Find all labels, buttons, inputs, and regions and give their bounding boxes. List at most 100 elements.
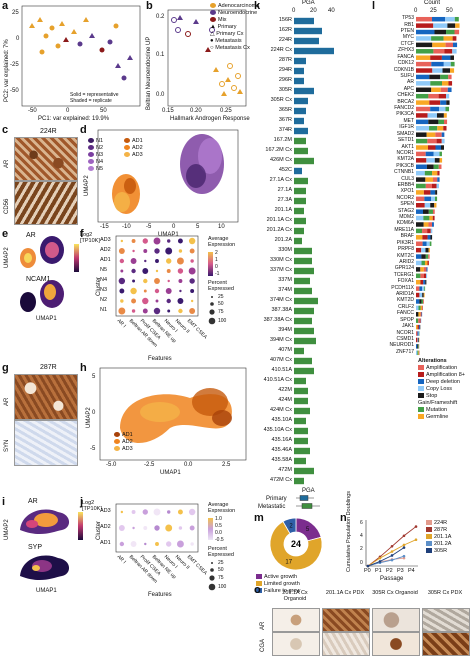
- cluster-label: N3: [100, 287, 108, 293]
- alteration-bar: [416, 74, 430, 80]
- legend-item: Copy Loss: [418, 386, 474, 393]
- alteration-bar: [445, 106, 450, 112]
- cluster-label: N5: [100, 267, 108, 273]
- gene-label: ARID1A: [395, 291, 414, 298]
- alteration-bar: [420, 279, 424, 285]
- alteration-bar: [416, 267, 421, 272]
- gene-label: PIK3CA: [396, 111, 414, 118]
- sample-label: 162R: [278, 27, 292, 33]
- panel-l-tick: 0: [414, 8, 418, 14]
- legend-item: 287R: [426, 527, 451, 534]
- dot: [144, 542, 147, 546]
- sample-label: 167.2M: [273, 137, 292, 143]
- panel-b-ylabel: Beltran Neuroendocrine UP: [146, 36, 152, 110]
- feature-label: AR I: [115, 554, 127, 566]
- alteration-bar: [421, 312, 423, 317]
- series-point: [390, 554, 394, 557]
- legend-item: AD1: [124, 138, 143, 145]
- panel-k-bottom-title: PGA: [302, 488, 315, 494]
- dot: [118, 307, 126, 315]
- sample-point: [121, 75, 127, 81]
- alteration-bar: [417, 337, 419, 343]
- panel-b-label: b: [146, 0, 153, 12]
- alteration-bar: [433, 151, 440, 157]
- panel-j-cbtick: 0.5: [215, 523, 222, 529]
- pga-bar: [294, 477, 304, 485]
- legend-item: AD3: [124, 152, 143, 159]
- panel-a-xtick: 50: [100, 108, 107, 114]
- alteration-bar: [441, 145, 444, 150]
- series-point: [402, 554, 406, 558]
- alteration-bar: [436, 113, 444, 118]
- alteration-bar: [418, 318, 420, 323]
- cluster-label: AD3: [100, 237, 111, 243]
- dot: [176, 257, 184, 265]
- alteration-bar: [416, 228, 423, 234]
- cluster-label: N2: [100, 297, 108, 303]
- pga-bar: [294, 427, 308, 435]
- sample-label: 287R: [278, 57, 292, 63]
- panel-i-gene1: AR: [28, 498, 38, 505]
- alteration-bar: [416, 29, 435, 35]
- dot: [143, 289, 147, 293]
- panel-j-cbtick: 0.0: [215, 530, 222, 536]
- gene-label: FANCD2: [394, 105, 414, 112]
- legend-item: N2: [88, 145, 103, 152]
- legend-item: Adenocarcinoma: [210, 3, 259, 10]
- panel-j-xlabel: Features: [148, 592, 172, 598]
- sample-label: 407M Cx: [269, 357, 292, 363]
- pga-bar: [294, 377, 306, 385]
- panel-f-cbtick: 1: [215, 257, 218, 263]
- panel-a-ytick: 0: [16, 36, 20, 42]
- panel-f-pct-value: 75: [218, 309, 224, 315]
- alteration-bar: [420, 273, 424, 279]
- sample-point: [171, 17, 177, 23]
- dot: [177, 298, 184, 304]
- panel-h-umap: [99, 367, 247, 461]
- panel-o-image-305r-pdx-ar: [422, 608, 470, 632]
- dot: [142, 308, 148, 314]
- sample-point: [113, 23, 119, 29]
- alteration-bar: [416, 36, 432, 41]
- panel-n-xtick: P2: [386, 568, 393, 574]
- panel-a-ytick: -25: [10, 62, 19, 68]
- sample-label: 435.10A: [271, 417, 293, 423]
- panel-b-scatter: [167, 9, 247, 107]
- alteration-bar: [426, 132, 436, 137]
- gene-label: SPEN: [400, 201, 414, 208]
- legend-item: AD1: [114, 432, 133, 439]
- alteration-bar: [439, 158, 443, 163]
- alteration-bar: [421, 299, 423, 304]
- alteration-bar: [427, 228, 431, 234]
- pga-bar: [294, 327, 314, 335]
- panel-b-ytick: 0.0: [156, 92, 165, 98]
- panel-j-pct-value: 25: [218, 560, 224, 566]
- alteration-bar: [416, 170, 425, 176]
- pga-bar: [294, 237, 302, 245]
- series-point: [402, 556, 406, 560]
- sample-label: 394M Cx: [269, 337, 292, 343]
- sample-label: 472M: [278, 467, 292, 473]
- dot: [132, 526, 135, 530]
- alteration-bar: [416, 299, 420, 304]
- alteration-bar: [418, 344, 419, 349]
- alteration-bar: [430, 55, 442, 60]
- panel-o-image-305r-organoid-ar: [372, 608, 420, 632]
- dot: [190, 299, 194, 303]
- series-point: [414, 538, 418, 542]
- legend-item: Mutation: [418, 407, 474, 414]
- alteration-bar: [453, 42, 458, 48]
- sample-label: 435.46A: [271, 447, 293, 453]
- panel-e-gene1: AR: [26, 232, 36, 239]
- pga-bar: [294, 437, 308, 445]
- panel-d-label: d: [80, 124, 87, 136]
- alteration-bar: [416, 324, 418, 330]
- sample-label: 296R: [278, 77, 292, 83]
- gene-label: ARID2: [399, 258, 414, 265]
- dot: [188, 267, 196, 275]
- pga-bar: [294, 307, 314, 315]
- alteration-bar: [425, 177, 433, 182]
- dot: [120, 299, 124, 303]
- sample-label: 426M Cx: [269, 157, 292, 163]
- dot: [179, 289, 182, 293]
